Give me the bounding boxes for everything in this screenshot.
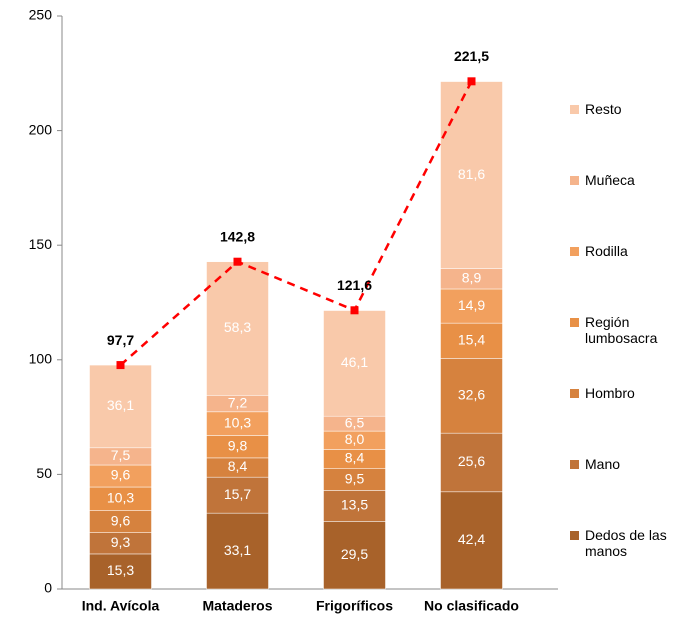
legend-label: Rodilla [585, 243, 628, 259]
x-tick-label: No clasificado [424, 598, 519, 614]
data-label: 9,5 [345, 470, 365, 486]
data-label: 14,9 [458, 297, 485, 313]
legend-swatch [570, 389, 579, 398]
total-line [119, 80, 473, 367]
legend-label: Hombro [585, 385, 635, 401]
total-label: 221,5 [454, 48, 489, 64]
bar-segment [206, 476, 269, 514]
legend-label: Región lumbosacra [585, 314, 658, 346]
bar-segment [89, 553, 152, 590]
bar-segment [206, 261, 269, 396]
line-marker [233, 257, 242, 266]
bar-segment [440, 491, 503, 590]
legend-item: Mano [570, 456, 680, 472]
data-label: 25,6 [458, 453, 485, 469]
total-label: 142,8 [220, 228, 255, 244]
legend-swatch [570, 318, 579, 327]
data-label: 29,5 [341, 546, 368, 562]
y-tick-label: 150 [29, 236, 53, 252]
legend-label: Dedos de las manos [585, 527, 667, 559]
data-label: 10,3 [107, 490, 134, 506]
total-label: 121,6 [337, 277, 372, 293]
legend-swatch [570, 247, 579, 256]
data-label: 7,5 [111, 447, 131, 463]
data-label: 8,4 [345, 450, 365, 466]
data-label: 36,1 [107, 397, 134, 413]
legend-swatch [570, 460, 579, 469]
data-label: 46,1 [341, 354, 368, 370]
bar-segment [323, 521, 386, 590]
total-label: 97,7 [107, 332, 134, 348]
bar-segment [323, 310, 386, 417]
data-label: 32,6 [458, 386, 485, 402]
legend-label: Mano [585, 456, 621, 472]
bar-segment [323, 490, 386, 522]
data-label: 15,7 [224, 486, 251, 502]
legend-swatch [570, 531, 579, 540]
data-label: 42,4 [458, 531, 485, 547]
y-tick-label: 250 [29, 7, 53, 23]
data-label: 7,2 [228, 394, 248, 410]
legend-item: Dedos de las manos [570, 527, 680, 559]
data-label: 9,6 [111, 467, 131, 483]
data-label: 6,5 [345, 414, 365, 430]
y-tick-label: 0 [44, 580, 52, 596]
x-tick-label: Ind. Avícola [82, 598, 160, 614]
line-marker [467, 77, 476, 86]
data-label: 81,6 [458, 166, 485, 182]
data-label: 8,9 [462, 269, 482, 285]
data-label: 10,3 [224, 414, 251, 430]
y-tick-label: 100 [29, 351, 53, 367]
legend-swatch [570, 105, 579, 114]
legend-item: Resto [570, 101, 680, 117]
data-label: 15,3 [107, 562, 134, 578]
data-label: 8,4 [228, 458, 248, 474]
legend-item: Hombro [570, 385, 680, 401]
line-marker [116, 361, 125, 370]
line-marker [350, 306, 359, 315]
data-label: 15,4 [458, 331, 485, 347]
legend-swatch [570, 176, 579, 185]
data-label: 33,1 [224, 542, 251, 558]
data-label: 58,3 [224, 319, 251, 335]
y-tick-label: 50 [36, 465, 52, 481]
legend-item: Muñeca [570, 172, 680, 188]
data-label: 8,0 [345, 431, 365, 447]
data-label: 9,8 [228, 437, 248, 453]
legend-label: Muñeca [585, 172, 635, 188]
bar-segment [440, 358, 503, 434]
bar-segment [206, 512, 269, 590]
bar-segment [440, 288, 503, 324]
legend-item: Región lumbosacra [570, 314, 680, 346]
bar-segment [440, 432, 503, 493]
data-label: 9,6 [111, 512, 131, 528]
legend-item: Rodilla [570, 243, 680, 259]
bar-segment [440, 81, 503, 269]
legend-label: Resto [585, 101, 622, 117]
data-label: 13,5 [341, 497, 368, 513]
y-tick-label: 200 [29, 121, 53, 137]
bar-segment [89, 364, 152, 449]
x-tick-label: Frigoríficos [316, 598, 393, 614]
data-label: 9,3 [111, 534, 131, 550]
x-tick-label: Mataderos [202, 598, 272, 614]
bar-segment [440, 322, 503, 359]
